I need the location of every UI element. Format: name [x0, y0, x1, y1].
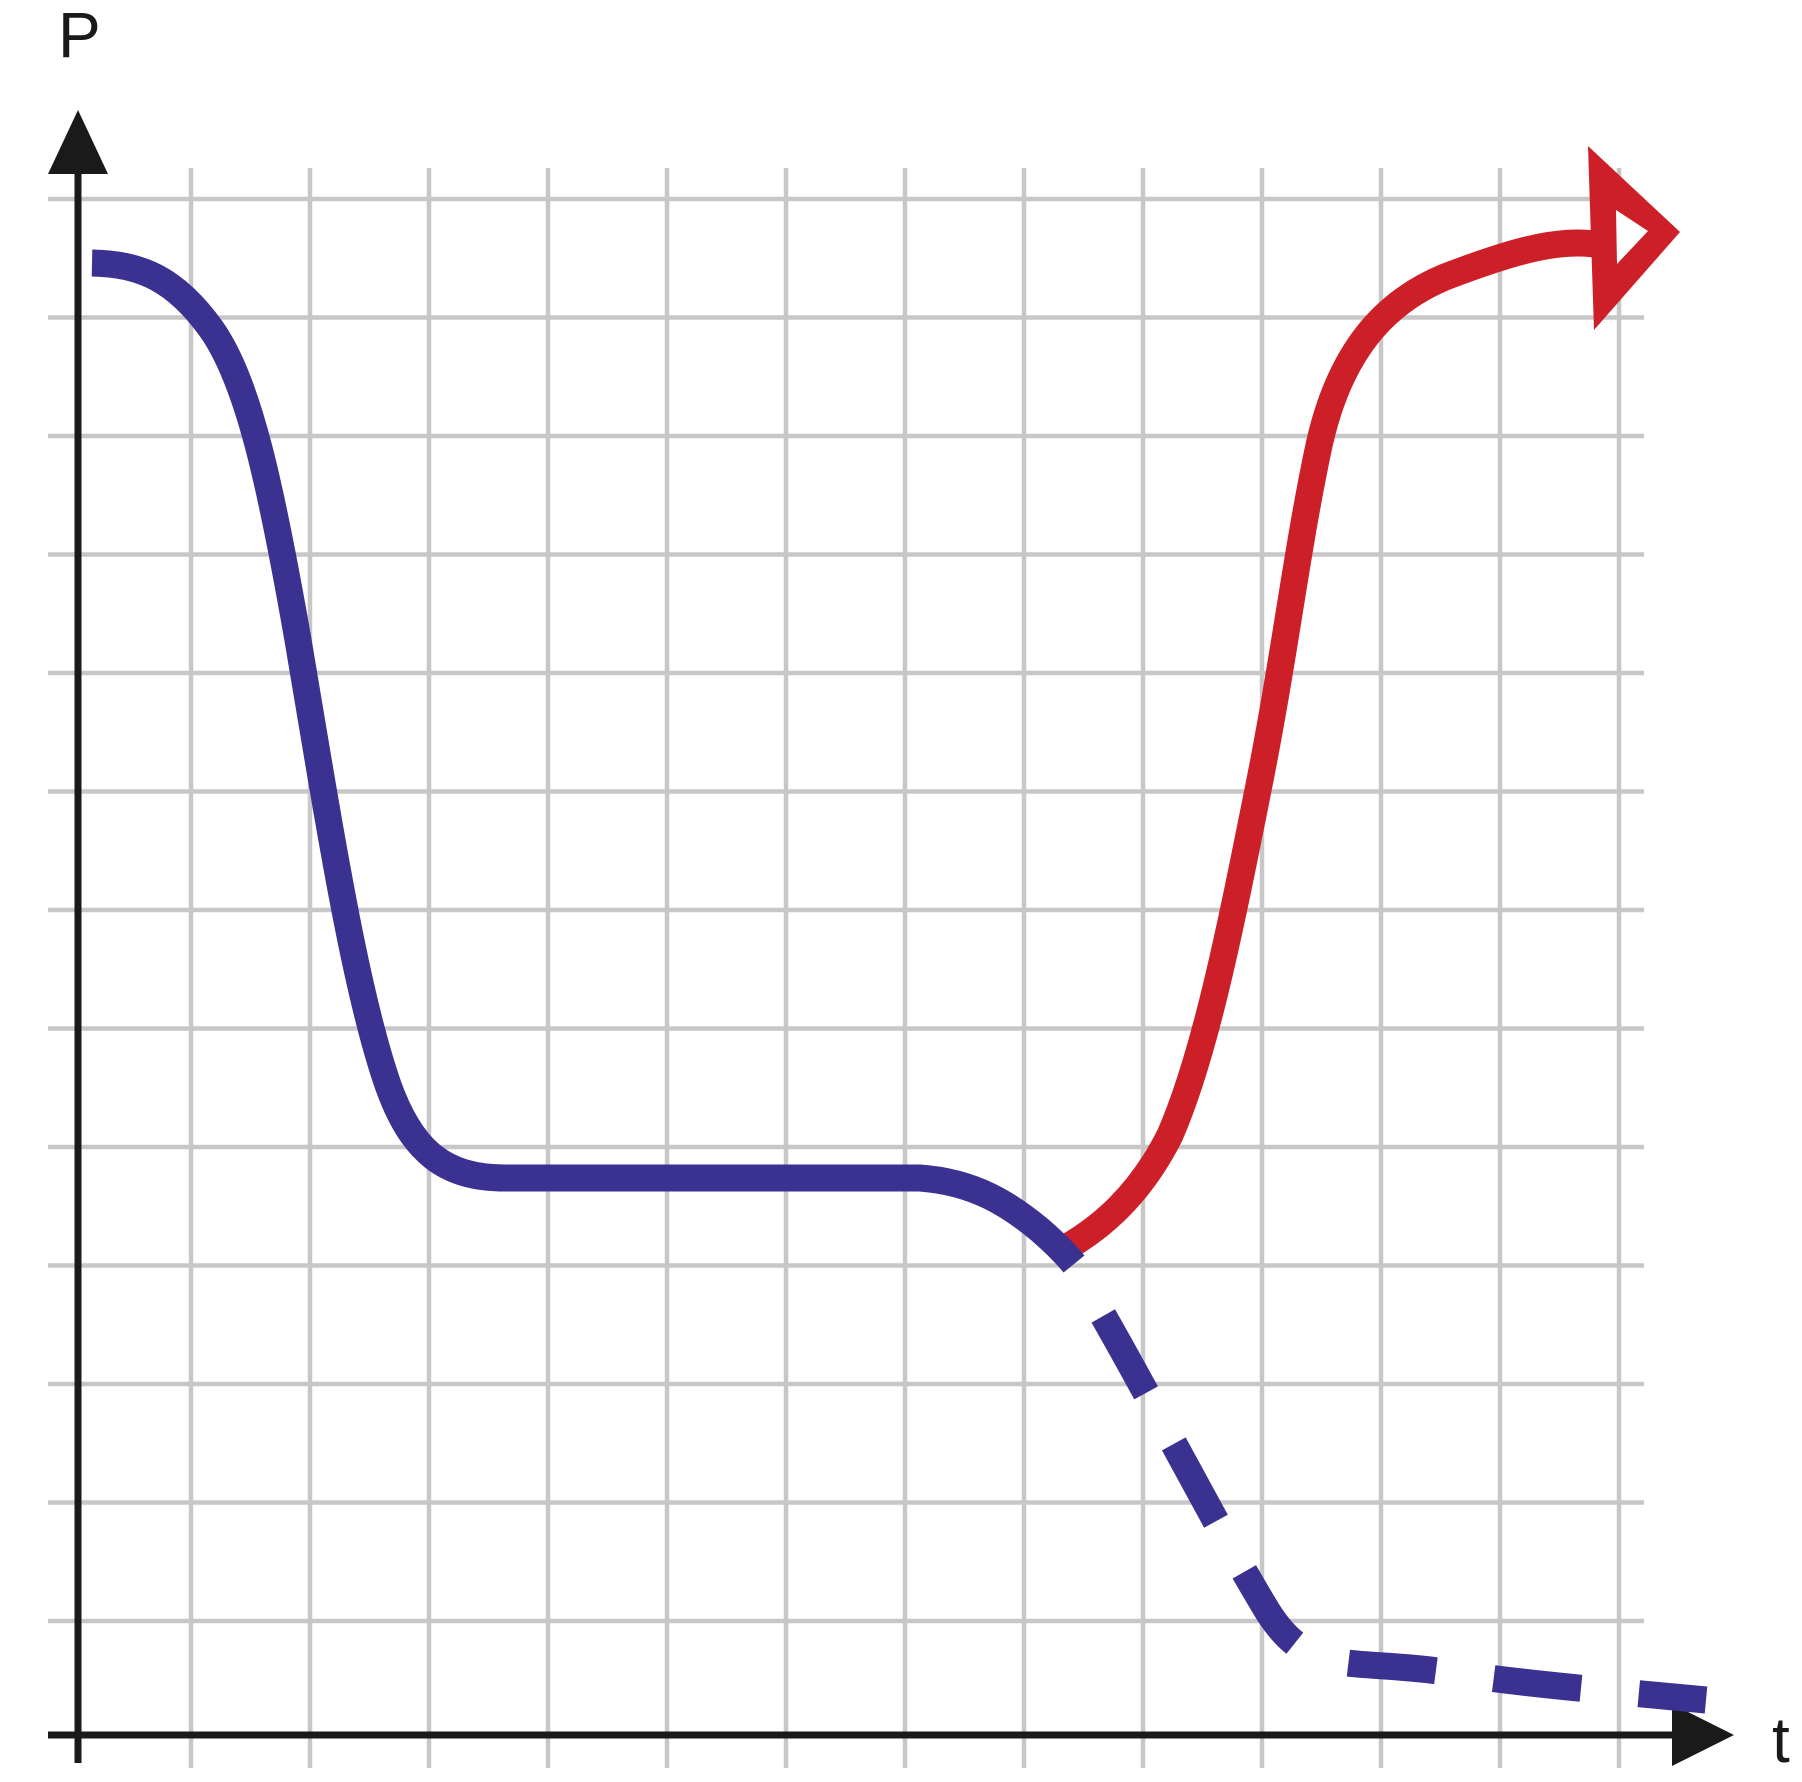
y-axis-arrowhead-icon [48, 110, 108, 174]
red-recovery-curve [1051, 229, 1609, 1264]
axes [48, 110, 1734, 1766]
blue-dashed-curve [1062, 1259, 1708, 1714]
x-axis-label: t [1772, 1704, 1790, 1776]
x-axis-arrowhead-icon [1672, 1704, 1734, 1766]
grid [48, 168, 1644, 1768]
red-arrowhead-icon [1588, 146, 1680, 330]
red-arrowhead-inner [1616, 210, 1648, 264]
y-axis-label: P [58, 0, 101, 71]
blue-solid-curve [91, 249, 1085, 1273]
